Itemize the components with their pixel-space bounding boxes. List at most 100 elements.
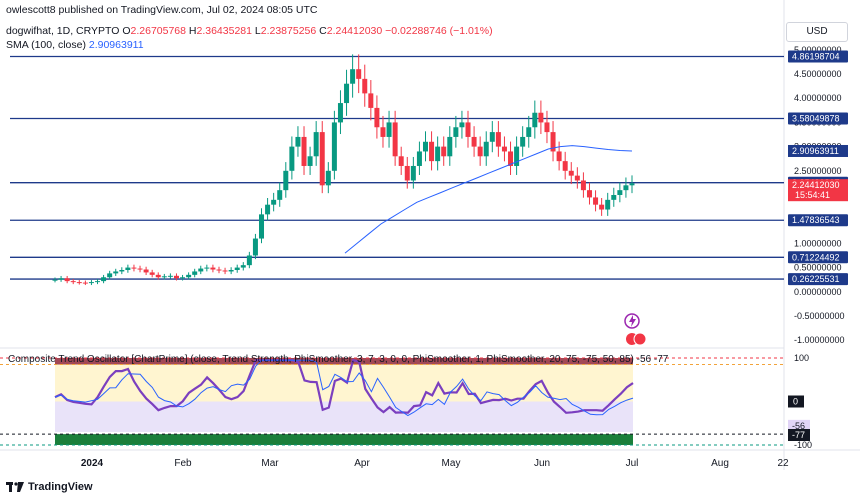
candle-body (550, 132, 556, 152)
candle-body (101, 277, 107, 282)
candle-body (617, 190, 623, 195)
osc-val2-label: -77 (792, 430, 805, 440)
candle-body (295, 136, 301, 147)
symbol-label: dogwifhat, 1D, CRYPTO (6, 25, 120, 37)
sma-price-label: 2.90963911 (792, 146, 839, 156)
candle-body (453, 127, 459, 137)
candle-body (593, 197, 599, 205)
candle-body (82, 282, 88, 284)
level-price-box (788, 273, 848, 286)
candle-body (374, 107, 380, 128)
last-price-box (788, 179, 848, 202)
candle-body (216, 269, 222, 271)
candle-body (88, 282, 94, 284)
ohlc-value-h: 2.36435281 (196, 25, 252, 37)
tradingview-brand[interactable]: TradingView (6, 481, 93, 493)
candle-body (562, 161, 568, 171)
candle-body (362, 78, 368, 94)
candle-body (259, 214, 265, 239)
candle-body (95, 281, 101, 283)
ohlc-readout: dogwifhat, 1D, CRYPTO O2.26705768 H2.364… (6, 25, 493, 37)
candle-body (447, 136, 453, 157)
candle-body (131, 267, 137, 269)
candle-body (435, 146, 441, 162)
ohlc-key-h: H (186, 25, 197, 37)
candle-body (192, 271, 198, 275)
oscillator-title: Composite Trend Oscillator [ChartPrime] … (8, 354, 669, 365)
currency-selector[interactable]: USD (786, 22, 848, 42)
candle-body (623, 185, 629, 191)
candle-body (404, 165, 410, 181)
osc-lower-label: -100 (794, 440, 812, 450)
candle-body (441, 146, 447, 157)
candle-body (344, 83, 350, 104)
level-price-label: 0.71224492 (792, 252, 840, 262)
y-tick-label: 4.50000000 (794, 69, 842, 79)
candle-body (234, 267, 240, 270)
level-price-box (788, 112, 848, 125)
level-price-label: 1.47836543 (792, 215, 840, 225)
candle-body (599, 204, 605, 210)
candle-body (180, 277, 186, 279)
candle-body (198, 268, 204, 272)
candle-body (538, 112, 544, 123)
ohlc-key-c: C (316, 25, 327, 37)
candle-body (125, 267, 131, 270)
candle-body (113, 271, 119, 274)
candle-body (143, 269, 149, 273)
candle-body (465, 122, 471, 137)
candle-body (514, 146, 520, 166)
candle-body (149, 272, 155, 275)
candle-body (252, 238, 258, 256)
osc-val1-label: -56 (792, 421, 805, 431)
candle-body (544, 122, 550, 133)
x-tick-label: May (442, 458, 461, 469)
tradingview-logo-icon (6, 482, 24, 492)
x-tick-label: Mar (261, 458, 279, 469)
level-price-label: 0.26225531 (792, 274, 840, 284)
candle-body (119, 270, 125, 272)
level-price-label: 4.86198704 (792, 52, 840, 62)
y-tick-label: 0.50000000 (794, 263, 842, 273)
candle-body (477, 146, 483, 157)
candle-body (210, 267, 216, 270)
candle-body (289, 146, 295, 171)
candle-body (508, 151, 514, 166)
candle-body (58, 278, 64, 280)
candle-body (155, 274, 161, 278)
candle-body (386, 122, 392, 137)
ohlc-value-l: 2.23875256 (260, 25, 317, 37)
candle-body (246, 255, 252, 266)
ohlc-value-c: 2.24412030 (326, 25, 383, 37)
candle-body (228, 270, 234, 272)
x-tick-label: Aug (711, 458, 729, 469)
candle-body (222, 270, 228, 272)
candle-body (422, 141, 428, 152)
candle-body (410, 165, 416, 181)
candle-body (429, 141, 435, 162)
candle-body (471, 136, 477, 147)
candle-body (501, 146, 507, 152)
sma-legend: SMA (100, close) 2.90963911 (6, 39, 144, 51)
y-tick-label: 4.00000000 (794, 93, 842, 103)
candle-body (356, 69, 362, 79)
osc-lower-zone (55, 401, 633, 432)
candle-body (271, 199, 277, 205)
osc-fast-line (54, 358, 634, 414)
lightning-icon (629, 315, 636, 327)
candle-body (350, 69, 356, 84)
candle-body (586, 190, 592, 198)
candle-body (392, 122, 398, 157)
candle-body (495, 132, 501, 147)
candle-body (313, 132, 319, 157)
price-change: −0.02288746 (−1.01%) (385, 25, 493, 37)
candle-body (76, 282, 82, 284)
osc-val1-box (788, 419, 810, 432)
candle-body (307, 156, 313, 166)
sma-value: 2.90963911 (88, 39, 144, 51)
candle-body (64, 278, 70, 282)
candle-body (580, 180, 586, 191)
candle-body (526, 127, 532, 137)
candle-body (574, 175, 580, 181)
